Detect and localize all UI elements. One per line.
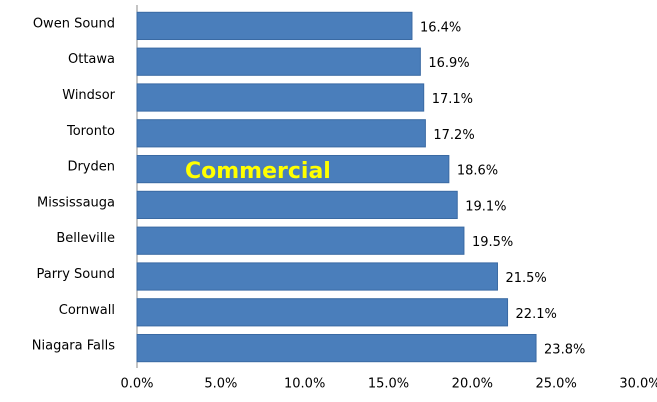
x-tick-label: 0.0% <box>120 377 153 392</box>
value-label: 21.5% <box>505 271 546 286</box>
annotation: Commercial <box>185 159 331 184</box>
value-label: 16.4% <box>420 20 461 35</box>
x-tick-label: 15.0% <box>368 377 409 392</box>
y-tick-label: Parry Sound <box>37 267 115 282</box>
y-tick-label: Cornwall <box>59 303 115 318</box>
bar <box>136 226 465 255</box>
x-tick-label: 20.0% <box>452 377 493 392</box>
bar <box>136 298 509 327</box>
y-tick-label: Owen Sound <box>33 16 115 31</box>
bar <box>136 119 426 148</box>
value-label: 17.1% <box>432 92 473 107</box>
y-tick-label: Windsor <box>62 88 115 103</box>
bar <box>136 83 425 112</box>
value-label: 17.2% <box>433 128 474 143</box>
bar <box>136 190 458 220</box>
x-tick-label: 10.0% <box>284 377 325 392</box>
bar <box>136 11 413 41</box>
bar <box>136 333 537 363</box>
y-tick-label: Mississauga <box>37 195 115 210</box>
x-tick-label: 25.0% <box>536 377 577 392</box>
value-label: 22.1% <box>516 307 557 322</box>
bar <box>136 47 421 76</box>
bar <box>136 262 498 291</box>
x-tick-label: 5.0% <box>204 377 237 392</box>
y-tick-label: Dryden <box>67 160 115 175</box>
y-tick-label: Ottawa <box>68 52 115 67</box>
x-tick-label: 30.0% <box>619 377 657 392</box>
value-label: 16.9% <box>428 56 469 71</box>
bar <box>136 154 450 184</box>
value-label: 19.1% <box>465 199 506 214</box>
value-label: 19.5% <box>472 235 513 250</box>
y-tick-label: Belleville <box>56 231 115 246</box>
y-tick-label: Toronto <box>66 124 115 139</box>
y-tick-label: Niagara Falls <box>32 339 115 354</box>
value-label: 23.8% <box>544 343 585 358</box>
value-label: 18.6% <box>457 164 498 179</box>
